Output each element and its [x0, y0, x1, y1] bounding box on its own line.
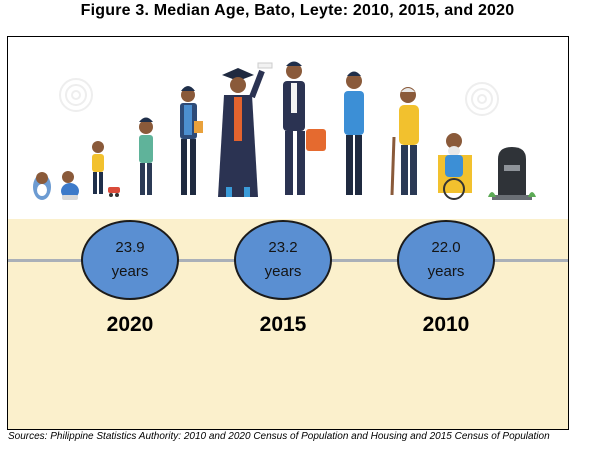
median-age-value: 23.2 — [268, 239, 298, 256]
wheelchair-figure-icon — [438, 133, 472, 200]
median-age-unit: years — [427, 263, 465, 280]
median-age-value: 22.0 — [431, 239, 461, 256]
chart-title: Figure 3. Median Age, Bato, Leyte: 2010,… — [80, 2, 515, 19]
baby-figure-icon — [33, 172, 51, 200]
life-stages-illustration — [33, 61, 536, 200]
adult-with-briefcase-figure-icon — [283, 61, 326, 195]
child-figure-icon — [139, 117, 153, 195]
median-age-2010-circle: 22.0 years — [397, 220, 495, 300]
elderly-with-cane-figure-icon — [390, 87, 419, 196]
median-age-2020-circle: 23.9 years — [81, 220, 179, 300]
median-age-unit: years — [264, 263, 302, 280]
tombstone-icon — [488, 147, 536, 200]
chart-frame: 23.9 years 23.2 years 22.0 years 2020 20… — [7, 36, 569, 430]
median-age-value: 23.9 — [115, 239, 145, 256]
year-label-2010: 2010 — [422, 313, 470, 336]
median-age-2015-circle: 23.2 years — [234, 220, 332, 300]
median-age-unit: years — [111, 263, 149, 280]
middle-aged-man-figure-icon — [344, 71, 364, 195]
year-label-2020: 2020 — [106, 313, 154, 336]
source-note: Sources: Philippine Statistics Authority… — [8, 431, 550, 442]
graduate-figure-icon — [218, 62, 273, 197]
toddler-figure-icon — [92, 141, 120, 197]
crawling-toddler-figure-icon — [61, 171, 79, 200]
teen-figure-icon — [180, 86, 203, 195]
watermark-swirl-icon — [59, 78, 499, 116]
year-label-2015: 2015 — [259, 313, 307, 336]
